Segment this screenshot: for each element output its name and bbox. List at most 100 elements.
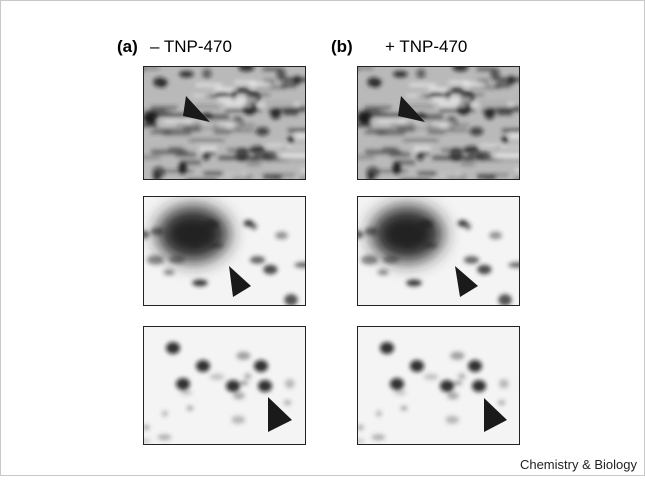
gel-spot — [254, 360, 268, 372]
gel-spot — [450, 87, 464, 94]
gel-spot — [192, 279, 208, 286]
gel-streak — [430, 92, 443, 96]
gel-light — [438, 103, 465, 107]
gel-spot — [401, 406, 408, 411]
gel-spot — [236, 87, 250, 94]
gel-spot — [250, 146, 266, 154]
gel-spot — [263, 151, 277, 160]
gel-spot — [416, 69, 425, 79]
gel-blob — [371, 206, 443, 262]
gel-spot — [166, 342, 180, 354]
gel-spot — [263, 265, 277, 275]
gel-spot — [179, 71, 194, 78]
gel-streak — [189, 139, 224, 141]
gel-light — [407, 95, 423, 97]
gel-streak — [424, 114, 443, 119]
gel-spot — [164, 269, 175, 275]
gel-spot — [393, 71, 408, 78]
gel-image — [133, 64, 333, 184]
gel-spot — [378, 269, 389, 275]
gel-spot — [464, 146, 480, 154]
gel-spot — [465, 223, 472, 230]
frame — [1, 1, 645, 476]
gel-spot — [285, 379, 295, 388]
gel-spot — [284, 294, 297, 305]
gel-spot — [406, 279, 422, 286]
gel-light — [258, 103, 300, 106]
gel-spot — [499, 379, 509, 388]
figure: (a) – TNP-470 (b) + TNP-470 Chemistry & … — [0, 0, 645, 476]
gel-streak — [403, 139, 438, 141]
gel-spot — [187, 406, 194, 411]
gel-streak — [151, 150, 187, 154]
gel-spot — [203, 151, 210, 161]
gel-light — [414, 147, 431, 152]
gel-light — [214, 88, 234, 92]
gel-spot — [484, 108, 495, 120]
gel-spot — [239, 381, 248, 386]
gel-spot — [489, 232, 502, 240]
gel-spot — [294, 75, 301, 85]
gel-light — [438, 172, 460, 176]
gel-blob — [157, 206, 229, 262]
gel-image — [136, 326, 306, 445]
gel-spot — [410, 360, 424, 372]
gel-light — [282, 176, 298, 179]
gel-streak — [461, 161, 475, 166]
gel-streak — [477, 67, 493, 71]
condition-label: – TNP-470 — [150, 37, 232, 56]
panel-label: (b) — [331, 37, 353, 56]
gel-spot — [449, 148, 463, 162]
gel-spot — [210, 374, 224, 380]
gel-light — [219, 97, 257, 102]
gel-streak — [153, 128, 182, 132]
gel-spot — [361, 255, 378, 265]
gel-streak — [377, 170, 407, 172]
gel-spot — [376, 410, 382, 416]
gel-streak — [498, 106, 518, 111]
gel-streak — [365, 150, 401, 154]
gel-spot — [367, 77, 380, 87]
gel-streak — [444, 129, 468, 132]
gel-spot — [380, 342, 394, 354]
gel-spot — [357, 111, 372, 123]
gel-streak — [195, 105, 220, 108]
gel-spot — [226, 380, 240, 392]
gel-spot — [233, 392, 245, 400]
gel-light — [432, 123, 454, 126]
gel-spot — [202, 69, 211, 79]
gel-spot — [196, 360, 210, 372]
gel-streak — [367, 128, 396, 132]
gel-streak — [284, 106, 304, 111]
gel-streak — [163, 170, 193, 172]
gel-light — [157, 120, 189, 123]
gel-streak — [428, 130, 444, 134]
gel-spot — [498, 294, 511, 305]
gel-spot — [490, 68, 499, 81]
gel-spot — [256, 127, 270, 136]
gel-light — [371, 120, 403, 123]
gel-spot — [270, 108, 281, 120]
gel-light — [449, 81, 470, 84]
gel-spot — [417, 151, 424, 161]
gel-spot — [235, 148, 249, 162]
gel-background — [143, 326, 306, 445]
gel-spot — [440, 380, 454, 392]
gel-spot — [276, 68, 285, 81]
gel-spot — [284, 400, 292, 406]
gel-light — [433, 97, 471, 102]
gel-spot — [251, 223, 258, 230]
gel-spot — [446, 416, 459, 424]
gel-spot — [508, 75, 515, 85]
gel-streak — [151, 106, 178, 109]
gel-spot — [162, 410, 168, 416]
gel-spot — [447, 392, 459, 400]
gel-spot — [458, 373, 465, 380]
gel-spot — [501, 136, 508, 144]
gel-light — [200, 147, 217, 152]
gel-spot — [424, 374, 438, 380]
gel-light — [410, 83, 437, 86]
gel-spot — [232, 416, 245, 424]
gel-image — [351, 196, 526, 306]
gel-streak — [216, 92, 229, 96]
